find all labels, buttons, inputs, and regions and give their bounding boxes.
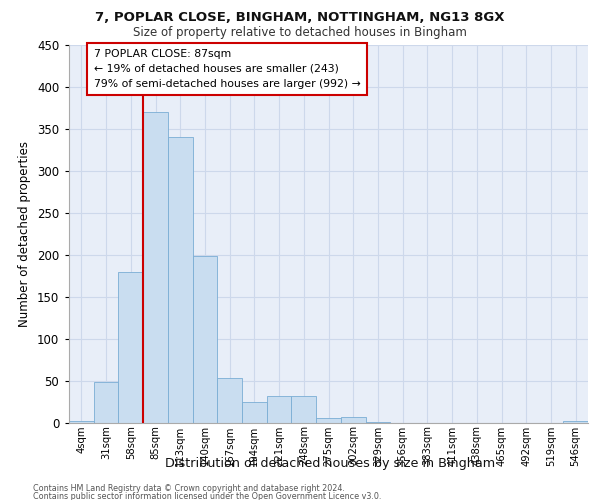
- Bar: [563, 421, 588, 422]
- Text: 7, POPLAR CLOSE, BINGHAM, NOTTINGHAM, NG13 8GX: 7, POPLAR CLOSE, BINGHAM, NOTTINGHAM, NG…: [95, 11, 505, 24]
- Bar: [193, 256, 217, 422]
- Text: Distribution of detached houses by size in Bingham: Distribution of detached houses by size …: [165, 458, 495, 470]
- Text: Contains public sector information licensed under the Open Government Licence v3: Contains public sector information licen…: [33, 492, 382, 500]
- Text: Contains HM Land Registry data © Crown copyright and database right 2024.: Contains HM Land Registry data © Crown c…: [33, 484, 345, 493]
- Y-axis label: Number of detached properties: Number of detached properties: [19, 141, 31, 327]
- Bar: [316, 418, 341, 422]
- Bar: [143, 112, 168, 422]
- Bar: [94, 382, 118, 422]
- Bar: [292, 396, 316, 422]
- Bar: [118, 272, 143, 422]
- Text: Size of property relative to detached houses in Bingham: Size of property relative to detached ho…: [133, 26, 467, 39]
- Bar: [267, 396, 292, 422]
- Bar: [242, 402, 267, 422]
- Bar: [69, 421, 94, 422]
- Bar: [168, 138, 193, 422]
- Bar: [341, 416, 365, 422]
- Bar: [217, 378, 242, 422]
- Text: 7 POPLAR CLOSE: 87sqm
← 19% of detached houses are smaller (243)
79% of semi-det: 7 POPLAR CLOSE: 87sqm ← 19% of detached …: [94, 49, 361, 89]
